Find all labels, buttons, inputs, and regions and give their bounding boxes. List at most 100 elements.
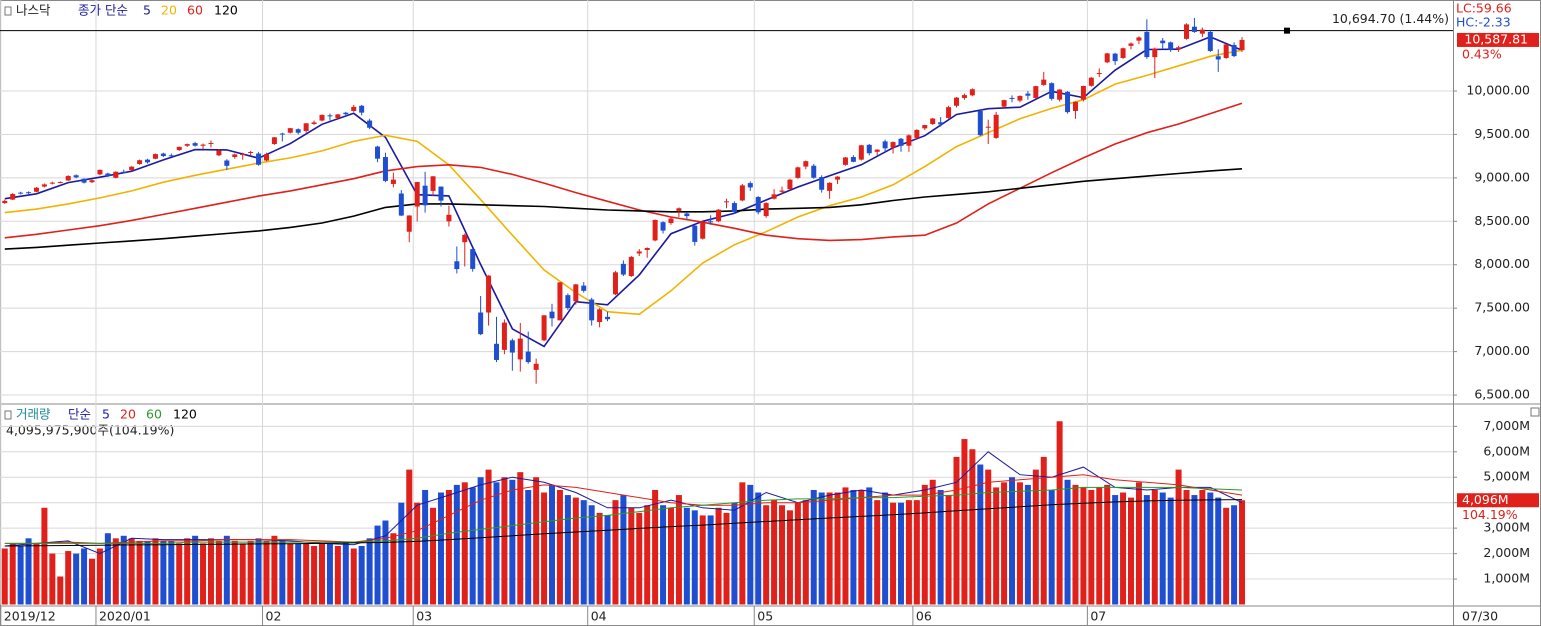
chart-title: 나스닥 [16,3,51,18]
lc-label: LC:59.66 [1456,1,1512,16]
candle-body [224,160,230,166]
legend-icon [4,6,12,16]
candle-body [168,155,174,157]
x-tick-label: 04 [591,609,607,624]
candle-body [612,272,618,295]
candle-body [827,182,833,191]
volume-bar [509,479,516,605]
candle-body [478,312,484,335]
candle-body [850,157,856,162]
candle-body [581,285,587,291]
volume-bar [1120,492,1127,605]
candle-body [874,149,880,152]
volume-bar [683,507,690,605]
volume-bar [731,502,738,605]
volume-bar [1001,482,1008,605]
volume-bar [604,515,611,605]
candle-body [1207,31,1213,51]
candle-body [454,261,460,270]
candle-body [137,160,143,164]
ma-line [4,499,1243,547]
ma-line [4,102,1243,242]
volume-bar [33,543,40,605]
candle-body [549,311,555,319]
candle-body [1065,91,1071,113]
volume-bar [1231,505,1238,605]
volume-bar [675,495,682,605]
volume-bar [390,533,397,605]
volume-bar [691,510,698,605]
y-tick-label: 8,500.00 [1474,213,1530,228]
volume-bar [715,507,722,605]
candle-body [890,142,896,148]
volume-bar [1056,421,1063,605]
volume-bar [168,540,175,605]
candle-body [121,171,127,173]
ratio-label: 104.19% [1462,507,1518,522]
candle-body [287,128,293,133]
volume-bar [303,543,310,605]
legend-entry: 20 [161,3,177,18]
candle-body [771,194,777,199]
candle-body [779,190,785,192]
y-tick-label: 6,500.00 [1474,387,1530,402]
candle-body [49,182,55,184]
candle-body [509,340,515,353]
candle-body [462,234,468,243]
candle-body [565,295,571,309]
volume-bar [326,543,333,605]
candle-body [438,186,444,201]
candle-body [152,154,158,159]
candle-body [145,159,151,163]
volume-bar [596,512,603,605]
volume-bar [541,492,548,605]
volume-bar [1183,489,1190,605]
candle-body [652,219,658,241]
volume-bar [73,553,80,605]
volume-bar [398,502,405,605]
x-tick-label: 02 [266,609,282,624]
candle-body [898,138,904,146]
volume-bar [945,495,952,605]
candle-body [1191,26,1197,32]
candle-body [1104,53,1110,63]
hc-label: HC:-2.33 [1456,15,1511,30]
candle-body [620,263,626,275]
volume-bar [437,492,444,605]
candle-body [605,316,611,320]
last-price-label: 10,587.81 [1464,31,1528,46]
volume-bar [295,543,302,605]
volume-bar [533,477,540,605]
candle-body [517,338,523,360]
volume-bar [1207,492,1214,605]
candle-body [914,129,920,138]
volume-bar [1104,484,1111,605]
volume-bar [810,489,817,605]
volume-bar [707,515,714,605]
volume-bar [152,538,159,605]
volume-bar [739,482,746,605]
candle-body [26,192,32,194]
volume-bar [406,469,413,605]
volume-bar [937,489,944,605]
volume-bar [112,538,119,605]
candle-body [1017,95,1023,101]
candle-body [835,176,841,180]
candle-body [382,157,388,181]
candle-body [811,165,817,178]
volume-bar [1032,469,1039,605]
volume-bar [850,489,857,605]
candle-body [747,183,753,188]
candle-body [731,203,737,212]
volume-bar [1135,482,1142,605]
candle-body [10,194,16,200]
y-tick-label: 3,000M [1483,520,1530,535]
candle-body [1152,48,1158,58]
candle-body [113,171,119,178]
volume-bar [1009,477,1016,605]
volume-bar [49,553,56,605]
panel-button[interactable] [1530,407,1540,417]
candle-body [628,256,634,277]
candle-body [739,185,745,201]
